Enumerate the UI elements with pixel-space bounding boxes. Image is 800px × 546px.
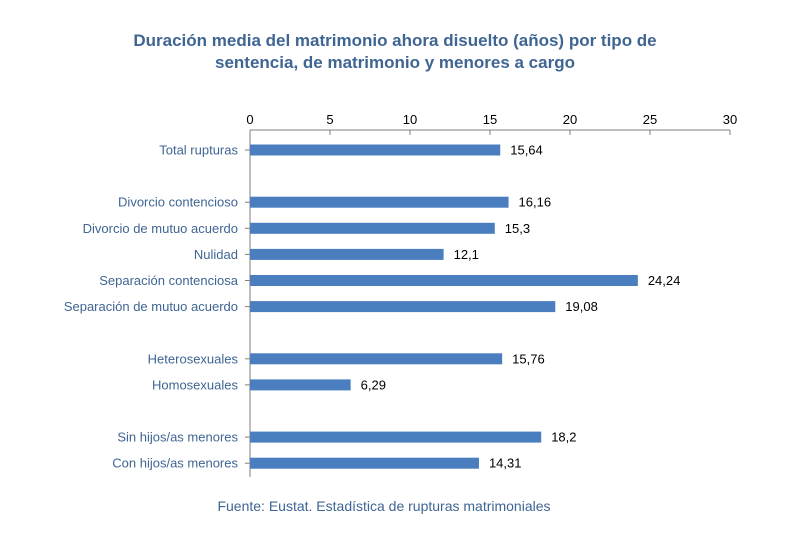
bar <box>250 431 542 443</box>
x-tick-label: 10 <box>403 112 417 127</box>
data-label: 16,16 <box>519 195 552 210</box>
data-label: 15,3 <box>505 221 530 236</box>
bar <box>250 457 479 469</box>
source-note: Fuente: Eustat. Estadística de rupturas … <box>217 498 551 514</box>
category-label: Homosexuales <box>152 377 238 392</box>
x-tick-label: 0 <box>246 112 253 127</box>
bar <box>250 248 444 260</box>
x-tick-label: 30 <box>723 112 737 127</box>
category-label: Separación de mutuo acuerdo <box>64 299 238 314</box>
data-label: 14,31 <box>489 456 522 471</box>
category-label: Heterosexuales <box>148 351 239 366</box>
bar <box>250 196 509 208</box>
data-label: 15,64 <box>510 143 543 158</box>
bar <box>250 144 501 156</box>
x-tick-label: 5 <box>326 112 333 127</box>
chart-title-line-2: sentencia, de matrimonio y menores a car… <box>215 53 575 72</box>
x-tick-label: 25 <box>643 112 657 127</box>
x-tick-label: 20 <box>563 112 577 127</box>
category-label: Nulidad <box>194 247 238 262</box>
data-label: 24,24 <box>648 273 681 288</box>
category-label: Con hijos/as menores <box>112 456 238 471</box>
category-label: Total rupturas <box>159 143 238 158</box>
chart-title-line-1: Duración media del matrimonio ahora disu… <box>133 31 657 50</box>
data-label: 18,2 <box>551 430 576 445</box>
data-label: 12,1 <box>454 247 479 262</box>
category-label: Divorcio contencioso <box>118 195 238 210</box>
chart-title: Duración media del matrimonio ahora disu… <box>0 30 790 74</box>
data-label: 19,08 <box>565 299 598 314</box>
bar <box>250 353 503 365</box>
bar <box>250 379 351 391</box>
x-tick-label: 15 <box>483 112 497 127</box>
category-label: Divorcio de mutuo acuerdo <box>83 221 238 236</box>
bar <box>250 275 638 286</box>
category-label: Separación contenciosa <box>99 273 239 288</box>
bar <box>250 222 495 234</box>
data-label: 6,29 <box>361 377 386 392</box>
data-label: 15,76 <box>512 351 545 366</box>
bar <box>250 301 556 313</box>
category-label: Sin hijos/as menores <box>117 430 238 445</box>
